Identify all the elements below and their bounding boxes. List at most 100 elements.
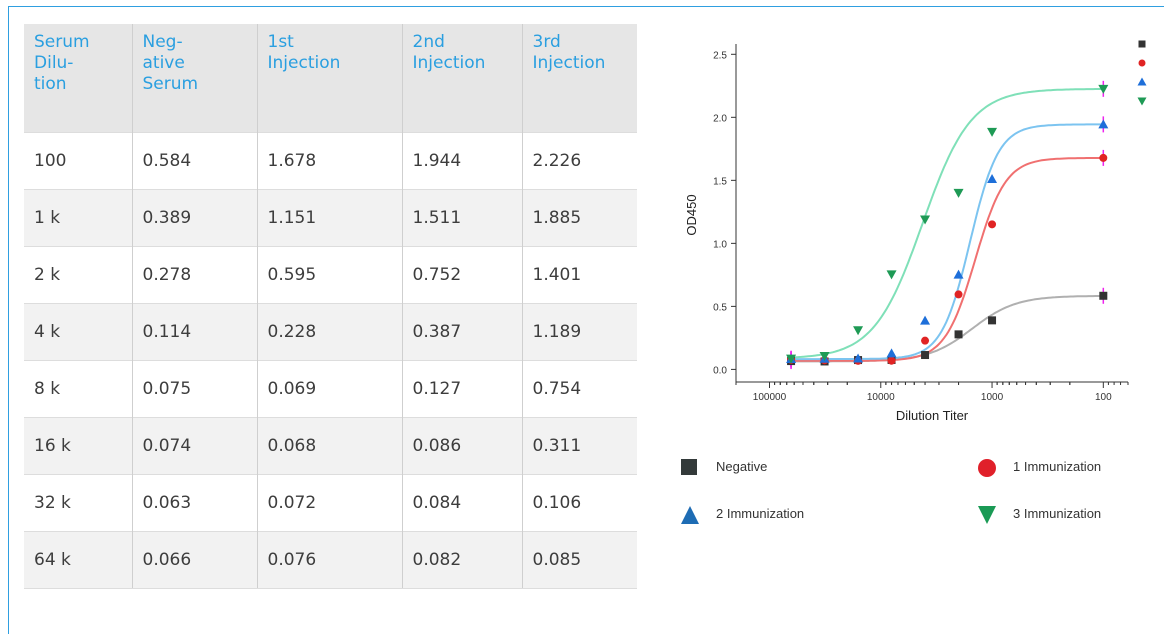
x-tick-label: 100000 <box>753 392 787 403</box>
data-point-2-immunization <box>987 173 998 183</box>
data-point-negative <box>988 316 997 325</box>
table-cell: 2 k <box>24 245 133 303</box>
table-cell: 0.114 <box>132 302 258 360</box>
table-cell: 2.226 <box>522 131 637 189</box>
table-cell: 0.086 <box>402 416 523 474</box>
serum-dilution-table: Serum Dilu-tion Neg-ative Serum 1st Injecti… <box>24 24 637 589</box>
data-point-3-immunization <box>886 270 897 280</box>
data-point-3-immunization <box>1098 84 1109 94</box>
data-point-2-immunization <box>920 315 931 325</box>
table-row: 1 k 0.389 1.151 1.511 1.885 <box>24 188 637 246</box>
table-cell: 32 k <box>24 473 133 531</box>
circle-marker-icon <box>978 459 996 477</box>
header-serum-dilution: Serum Dilu-tion <box>24 24 133 132</box>
y-tick-label: 1.0 <box>713 239 727 250</box>
data-point-negative <box>921 351 930 360</box>
data-point-2-immunization <box>853 353 864 363</box>
square-marker-icon <box>681 459 697 475</box>
x-tick-label: 1000 <box>981 392 1004 403</box>
header-3rd-injection: 3rd Injection <box>522 24 637 132</box>
fit-curve-line <box>792 157 1102 362</box>
data-point-3-immunization <box>920 215 931 225</box>
table-header-row: Serum Dilu-tion Neg-ative Serum 1st Injecti… <box>24 24 637 132</box>
header-2nd-injection: 2nd Injection <box>402 24 523 132</box>
table-cell: 0.595 <box>257 245 403 303</box>
table-cell: 1.401 <box>522 245 637 303</box>
fit-curve-line <box>792 295 1102 363</box>
table-cell: 0.075 <box>132 359 258 417</box>
table-cell: 1.885 <box>522 188 637 246</box>
table-cell: 0.076 <box>257 530 403 589</box>
table-row: 32 k 0.063 0.072 0.084 0.106 <box>24 473 637 531</box>
data-point-1-immunization <box>887 356 896 365</box>
table-cell: 0.752 <box>402 245 523 303</box>
legend-label: Negative <box>716 459 768 474</box>
data-point-2-immunization <box>1098 119 1109 129</box>
table-cell: 1.189 <box>522 302 637 360</box>
x-tick-label: 100 <box>1095 392 1112 403</box>
table-cell: 0.127 <box>402 359 523 417</box>
y-tick-label: 2.0 <box>713 113 727 124</box>
table-row: 64 k 0.066 0.076 0.082 0.085 <box>24 530 637 589</box>
data-point-1-immunization <box>988 220 997 229</box>
legend-label: 2 Immunization <box>716 506 805 521</box>
legend-swatch <box>681 459 697 475</box>
table-cell: 0.311 <box>522 416 637 474</box>
data-point-1-immunization <box>954 290 963 299</box>
data-point-negative <box>1099 291 1108 300</box>
table-cell: 100 <box>24 131 133 189</box>
table-cell: 1.151 <box>257 188 403 246</box>
header-negative-serum: Neg-ative Serum <box>132 24 258 132</box>
table-cell: 0.063 <box>132 473 258 531</box>
legend-label: 1 Immunization <box>1013 459 1102 474</box>
table-cell: 0.084 <box>402 473 523 531</box>
table-row: 16 k 0.074 0.068 0.086 0.311 <box>24 416 637 474</box>
table-cell: 0.387 <box>402 302 523 360</box>
legend-label: 3 Immunization <box>1013 506 1102 521</box>
table-cell: 0.754 <box>522 359 637 417</box>
table-cell: 0.068 <box>257 416 403 474</box>
data-point-3-immunization <box>987 127 998 137</box>
fit-curve-line <box>792 123 1102 361</box>
data-point-2-immunization <box>886 348 897 358</box>
table-cell: 64 k <box>24 530 133 589</box>
y-tick-label: 2.5 <box>713 50 727 61</box>
table-cell: 0.584 <box>132 131 258 189</box>
y-tick-label: 1.5 <box>713 176 727 187</box>
table-cell: 0.106 <box>522 473 637 531</box>
key-marker-1-immunization <box>1138 59 1146 67</box>
table-row: 100 0.584 1.678 1.944 2.226 <box>24 131 637 189</box>
table-row: 4 k 0.114 0.228 0.387 1.189 <box>24 302 637 360</box>
data-point-3-immunization <box>819 352 830 362</box>
table-cell: 1.678 <box>257 131 403 189</box>
table-cell: 1 k <box>24 188 133 246</box>
data-point-1-immunization <box>921 336 930 345</box>
y-axis-title: OD450 <box>684 194 699 235</box>
key-marker-negative <box>1138 40 1146 48</box>
od450-dilution-chart: 0.0 0.5 1.0 1.5 2.0 2.5 100000 10000 1000 100 Dilu… <box>684 40 1147 423</box>
table-cell: 16 k <box>24 416 133 474</box>
table-cell: 4 k <box>24 302 133 360</box>
table-cell: 0.066 <box>132 530 258 589</box>
table-cell: 0.228 <box>257 302 403 360</box>
data-point-3-immunization <box>786 354 797 364</box>
data-point-3-immunization <box>853 326 864 336</box>
table-row: 2 k 0.278 0.595 0.752 1.401 <box>24 245 637 303</box>
triangle-down-marker-icon <box>978 506 996 524</box>
legend-swatch <box>681 506 699 524</box>
table-cell: 1.944 <box>402 131 523 189</box>
triangle-up-marker-icon <box>681 506 699 524</box>
content-frame <box>8 6 1164 634</box>
data-point-negative <box>954 330 963 339</box>
data-point-1-immunization <box>1099 153 1108 162</box>
key-marker-2-immunization <box>1137 77 1147 86</box>
data-point-2-immunization <box>953 269 964 279</box>
table-row: 8 k 0.075 0.069 0.127 0.754 <box>24 359 637 417</box>
table-cell: 0.072 <box>257 473 403 531</box>
table-cell: 0.085 <box>522 530 637 589</box>
data-point-3-immunization <box>953 188 964 198</box>
y-tick-label: 0.0 <box>713 365 727 376</box>
table-cell: 0.069 <box>257 359 403 417</box>
fit-curve-line <box>792 88 1102 359</box>
table-cell: 0.389 <box>132 188 258 246</box>
